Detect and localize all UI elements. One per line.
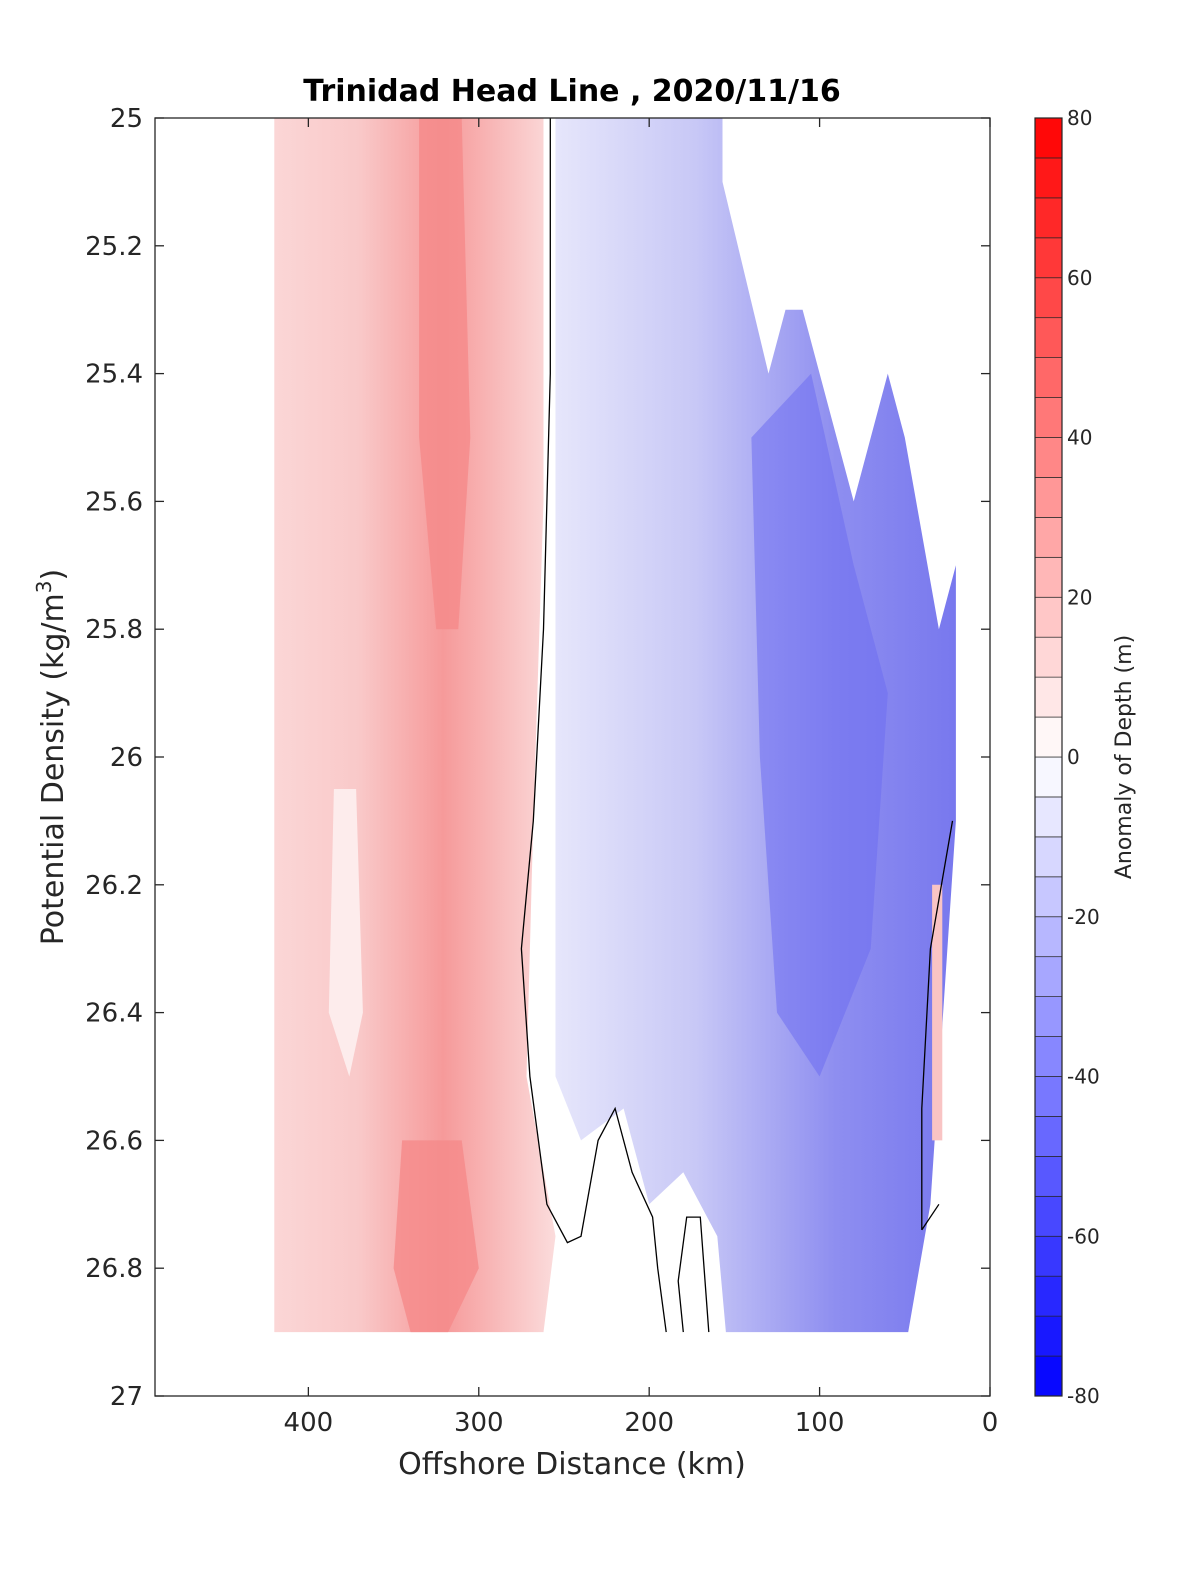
negative-core	[751, 373, 888, 1077]
y-tick-label-25: 25	[110, 104, 143, 134]
colorbar-level--40	[1034, 1036, 1063, 1077]
colorbar-tick--60: -60	[1067, 1224, 1100, 1248]
zero-contour-0	[520, 118, 667, 1333]
x-tick-label-400: 400	[284, 1408, 334, 1438]
colorbar-level--25	[1034, 916, 1063, 958]
positive-core-lower	[393, 1140, 479, 1333]
colorbar-frame	[1034, 117, 1063, 1397]
colorbar-tick-20: 20	[1067, 585, 1092, 609]
colorbar-tick--80: -80	[1067, 1384, 1100, 1408]
colorbar-tick-0: 0	[1067, 745, 1080, 769]
y-tick-label-26.6: 26.6	[85, 1126, 143, 1156]
colorbar-level--65	[1034, 1235, 1063, 1277]
colorbar-level-20	[1034, 556, 1063, 598]
y-tick-label-25.8: 25.8	[85, 615, 143, 645]
y-tick-label-26.4: 26.4	[85, 999, 143, 1029]
colorbar-level--30	[1034, 956, 1063, 997]
chart-title: Trinidad Head Line , 2020/11/16	[303, 74, 840, 109]
colorbar-level--75	[1034, 1315, 1063, 1357]
colorbar-level-0	[1034, 716, 1063, 758]
y-axis-label: Potential Density (kg/m3)	[32, 569, 71, 945]
colorbar-level-50	[1034, 317, 1063, 358]
coastal-positive-patch	[932, 884, 943, 1141]
colorbar-level-30	[1034, 477, 1063, 518]
zero-contour-3	[921, 1203, 940, 1231]
colorbar-level-45	[1034, 357, 1063, 398]
colorbar: 80 60 40 20 0 -20 -40 -60 -80	[1034, 106, 1100, 1408]
y-tick-label-25.2: 25.2	[85, 232, 143, 262]
y-axis: 25 25.2 25.4 25.6 25.8 26 26.2 26.4 26.6 26.8 27	[85, 104, 990, 1412]
positive-weak-patch	[328, 789, 363, 1077]
colorbar-level--5	[1034, 756, 1063, 798]
zero-contour-2	[921, 820, 954, 1230]
x-tick-label-100: 100	[795, 1408, 845, 1438]
y-tick-label-25.6: 25.6	[85, 487, 143, 517]
colorbar-level--50	[1034, 1116, 1063, 1157]
colorbar-level-10	[1034, 636, 1063, 678]
y-tick-label-26: 26	[110, 743, 143, 773]
colorbar-level-70	[1034, 157, 1063, 199]
colorbar-level--35	[1034, 996, 1063, 1037]
y-tick-label-26.8: 26.8	[85, 1254, 143, 1284]
x-axis: 400 300 200 100 0	[284, 118, 999, 1438]
zero-contour-1	[677, 1216, 710, 1333]
colorbar-level-60	[1034, 237, 1063, 279]
colorbar-level-35	[1034, 437, 1063, 478]
colorbar-level--70	[1034, 1275, 1063, 1317]
colorbar-tick--40: -40	[1067, 1065, 1100, 1089]
colorbar-level-65	[1034, 197, 1063, 239]
colorbar-level-15	[1034, 596, 1063, 638]
colorbar-level--60	[1034, 1195, 1063, 1237]
colorbar-tick-40: 40	[1067, 426, 1092, 450]
colorbar-level-75	[1034, 117, 1063, 159]
colorbar-level--80	[1034, 1355, 1063, 1397]
y-axis-label-superscript: 3	[32, 580, 56, 593]
colorbar-level--55	[1034, 1156, 1063, 1197]
colorbar-level-25	[1034, 517, 1063, 558]
y-tick-label-27: 27	[110, 1382, 143, 1412]
y-tick-label-26.2: 26.2	[85, 871, 143, 901]
colorbar-level--15	[1034, 836, 1063, 878]
y-axis-label-close: )	[36, 569, 71, 581]
colorbar-label: Anomaly of Depth (m)	[1112, 635, 1137, 879]
colorbar-level--45	[1034, 1076, 1063, 1117]
colorbar-level-55	[1034, 277, 1063, 319]
y-tick-label-25.4: 25.4	[85, 360, 143, 390]
colorbar-level--20	[1034, 876, 1063, 918]
contour-field	[274, 118, 956, 1333]
zero-contour-lines	[520, 118, 954, 1333]
colorbar-level--10	[1034, 796, 1063, 838]
colorbar-level-40	[1034, 397, 1063, 438]
positive-core-upper	[419, 118, 471, 630]
x-tick-label-200: 200	[624, 1408, 674, 1438]
negative-region	[555, 118, 956, 1333]
colorbar-tick-60: 60	[1067, 266, 1092, 290]
x-tick-label-0: 0	[982, 1408, 999, 1438]
colorbar-level-5	[1034, 676, 1063, 718]
y-axis-label-main: Potential Density (kg/m	[36, 593, 71, 945]
colorbar-tick--20: -20	[1067, 905, 1100, 929]
colorbar-tick-80: 80	[1067, 106, 1092, 130]
x-axis-label: Offshore Distance (km)	[398, 1447, 746, 1482]
x-tick-label-300: 300	[454, 1408, 504, 1438]
